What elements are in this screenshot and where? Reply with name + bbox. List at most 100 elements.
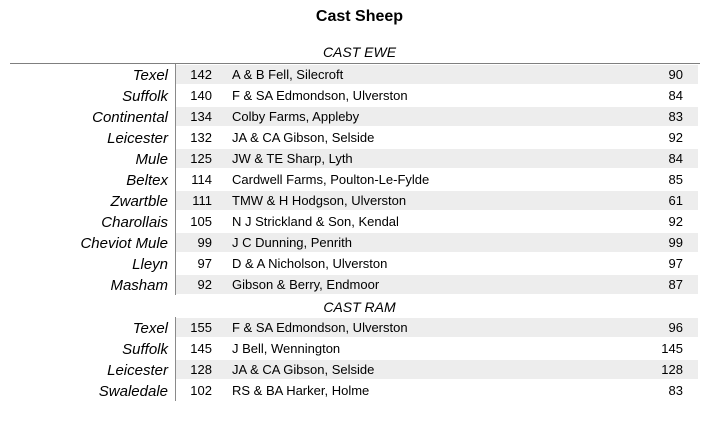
section-divider [10, 63, 700, 64]
score-value: 84 [668, 151, 683, 166]
exhibitor-name: F & SA Edmondson, Ulverston [232, 88, 408, 103]
entry-number: 97 [197, 256, 212, 271]
entry-number: 128 [190, 362, 212, 377]
breed-name: Suffolk [122, 341, 168, 358]
exhibitor-name: N J Strickland & Son, Kendal [232, 214, 399, 229]
entry-number: 132 [190, 130, 212, 145]
table-row: Lleyn 97 D & A Nicholson, Ulverston 97 [0, 253, 719, 274]
breed-name: Continental [92, 109, 168, 126]
table-row: Zwartble 111 TMW & H Hodgson, Ulverston 61 [0, 190, 719, 211]
entry-number: 125 [190, 151, 212, 166]
table-row: Swaledale 102 RS & BA Harker, Holme 83 [0, 380, 719, 401]
exhibitor-name: TMW & H Hodgson, Ulverston [232, 193, 407, 208]
score-value: 83 [668, 109, 683, 124]
column-divider [175, 85, 176, 106]
table-row: Suffolk 140 F & SA Edmondson, Ulverston 84 [0, 85, 719, 106]
column-divider [175, 127, 176, 148]
score-value: 90 [668, 67, 683, 82]
cast-ewe-table: Texel 142 A & B Fell, Silecroft 90 Suffolk 14… [0, 64, 719, 295]
table-row: Suffolk 145 J Bell, Wennington 145 [0, 338, 719, 359]
exhibitor-name: Cardwell Farms, Poulton-Le-Fylde [232, 172, 430, 187]
table-row: Cheviot Mule 99 J C Dunning, Penrith 99 [0, 232, 719, 253]
breed-name: Beltex [126, 172, 168, 189]
entry-number: 114 [191, 172, 212, 187]
breed-name: Swaledale [98, 383, 168, 400]
cast-ram-table: Texel 155 F & SA Edmondson, Ulverston 96 Suf… [0, 317, 719, 401]
exhibitor-name: J C Dunning, Penrith [232, 235, 352, 250]
column-divider [175, 190, 176, 211]
breed-name: Lleyn [132, 256, 168, 273]
table-row: Leicester 132 JA & CA Gibson, Selside 92 [0, 127, 719, 148]
breed-name: Leicester [107, 130, 168, 147]
exhibitor-name: A & B Fell, Silecroft [232, 67, 344, 82]
breed-name: Charollais [101, 214, 168, 231]
table-row: Texel 155 F & SA Edmondson, Ulverston 96 [0, 317, 719, 338]
section-heading-cast-ewe: CAST EWE [322, 44, 397, 60]
row-shading [176, 318, 698, 337]
column-divider [175, 359, 176, 380]
score-value: 87 [668, 277, 683, 292]
exhibitor-name: Colby Farms, Appleby [232, 109, 360, 124]
row-shading [176, 360, 698, 379]
score-value: 99 [668, 235, 683, 250]
exhibitor-name: J Bell, Wennington [232, 341, 341, 356]
exhibitor-name: Gibson & Berry, Endmoor [232, 277, 380, 292]
score-value: 84 [668, 88, 683, 103]
score-value: 128 [661, 362, 683, 377]
row-shading [176, 233, 698, 252]
row-shading [176, 275, 698, 294]
row-shading [176, 107, 698, 126]
score-value: 61 [668, 193, 683, 208]
exhibitor-name: F & SA Edmondson, Ulverston [232, 320, 408, 335]
entry-number: 92 [197, 277, 212, 292]
table-row: Mule 125 JW & TE Sharp, Lyth 84 [0, 148, 719, 169]
entry-number: 111 [192, 193, 212, 208]
entry-number: 145 [190, 341, 212, 356]
score-value: 96 [668, 320, 683, 335]
row-shading [176, 191, 698, 210]
entry-number: 99 [197, 235, 212, 250]
breed-name: Texel [132, 320, 168, 337]
entry-number: 140 [190, 88, 212, 103]
table-row: Masham 92 Gibson & Berry, Endmoor 87 [0, 274, 719, 295]
breed-name: Leicester [107, 362, 168, 379]
score-value: 92 [668, 130, 683, 145]
table-row: Charollais 105 N J Strickland & Son, Kenda… [0, 211, 719, 232]
breed-name: Mule [135, 151, 168, 168]
column-divider [175, 380, 176, 401]
breed-name: Zwartble [110, 193, 168, 210]
score-value: 97 [668, 256, 683, 271]
entry-number: 134 [190, 109, 212, 124]
breed-name: Suffolk [122, 88, 168, 105]
column-divider [175, 253, 176, 274]
column-divider [175, 211, 176, 232]
score-value: 92 [668, 214, 683, 229]
column-divider [175, 148, 176, 169]
entry-number: 142 [190, 67, 212, 82]
column-divider [175, 106, 176, 127]
exhibitor-name: RS & BA Harker, Holme [232, 383, 370, 398]
column-divider [175, 274, 176, 295]
row-shading [176, 149, 698, 168]
exhibitor-name: JA & CA Gibson, Selside [232, 130, 375, 145]
column-divider [175, 64, 176, 85]
entry-number: 155 [190, 320, 212, 335]
column-divider [175, 232, 176, 253]
score-value: 85 [668, 172, 683, 187]
column-divider [175, 169, 176, 190]
table-row: Leicester 128 JA & CA Gibson, Selside 128 [0, 359, 719, 380]
breed-name: Texel [132, 67, 168, 84]
exhibitor-name: JW & TE Sharp, Lyth [232, 151, 353, 166]
table-row: Texel 142 A & B Fell, Silecroft 90 [0, 64, 719, 85]
column-divider [175, 317, 176, 338]
score-value: 83 [668, 383, 683, 398]
column-divider [175, 338, 176, 359]
table-row: Beltex 114 Cardwell Farms, Poulton-Le-Fyld… [0, 169, 719, 190]
exhibitor-name: D & A Nicholson, Ulverston [232, 256, 388, 271]
breed-name: Cheviot Mule [80, 235, 168, 252]
entry-number: 102 [190, 383, 212, 398]
section-heading-cast-ram: CAST RAM [323, 299, 396, 315]
entry-number: 105 [190, 214, 212, 229]
exhibitor-name: JA & CA Gibson, Selside [232, 362, 375, 377]
breed-name: Masham [110, 277, 168, 294]
